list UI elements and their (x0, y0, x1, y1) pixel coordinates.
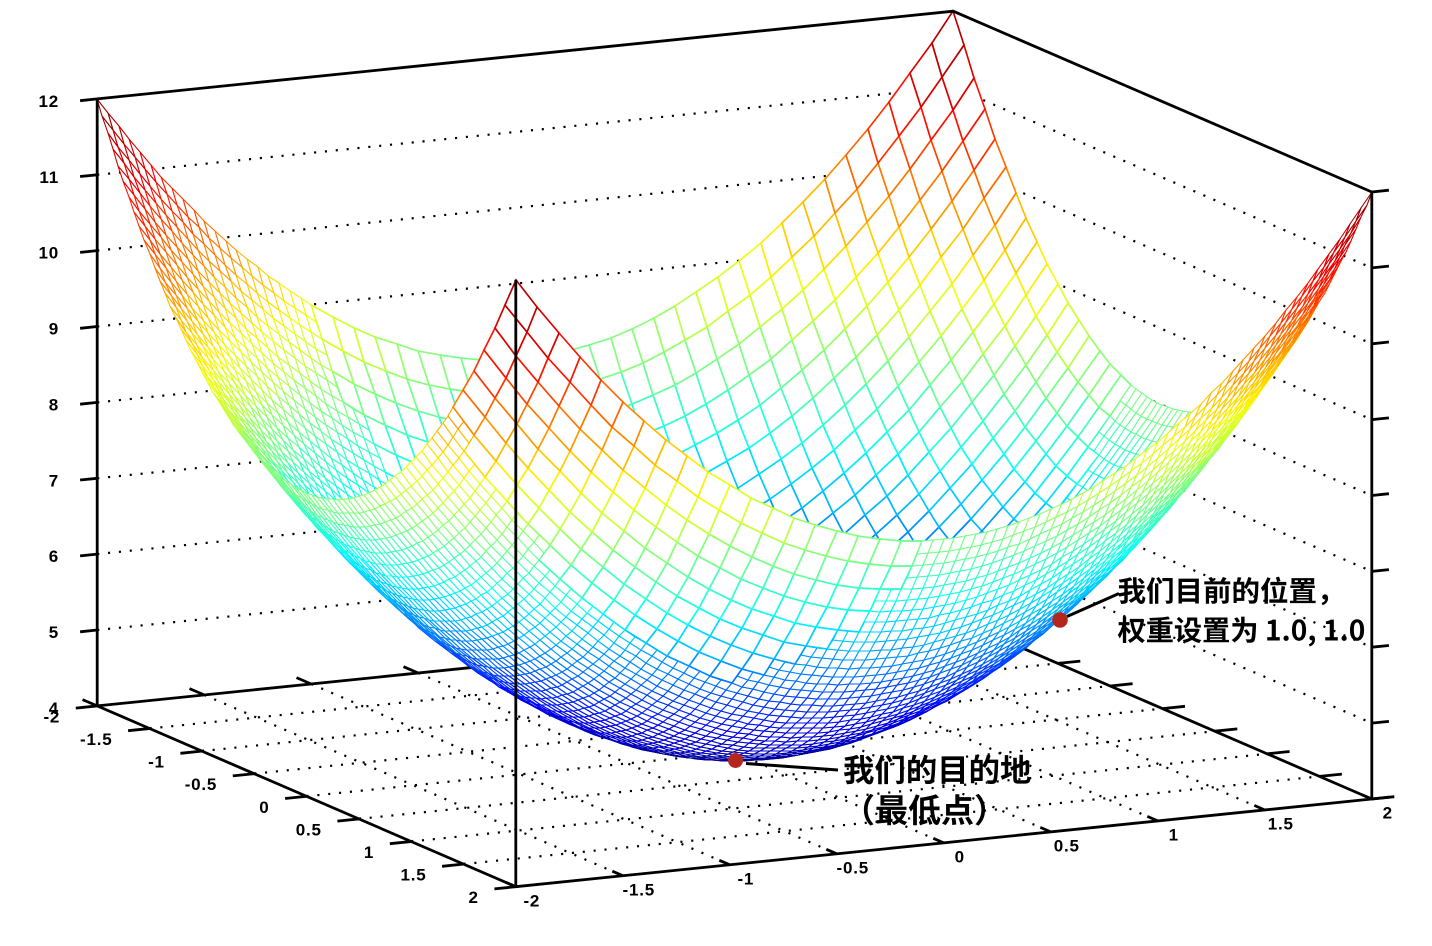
svg-text:-2: -2 (43, 707, 60, 726)
svg-text:0.5: 0.5 (1054, 837, 1080, 856)
svg-text:2: 2 (469, 888, 479, 907)
svg-text:10: 10 (38, 244, 59, 263)
svg-text:1.5: 1.5 (1268, 815, 1294, 834)
svg-text:0.5: 0.5 (296, 820, 322, 839)
svg-text:-1: -1 (737, 869, 754, 888)
svg-text:1: 1 (364, 843, 374, 862)
svg-text:-0.5: -0.5 (185, 775, 218, 794)
svg-text:11: 11 (39, 168, 59, 187)
svg-text:5: 5 (49, 623, 59, 642)
svg-text:1.5: 1.5 (400, 866, 426, 885)
svg-text:12: 12 (38, 92, 59, 111)
svg-text:-1: -1 (148, 753, 165, 772)
svg-text:4: 4 (49, 699, 59, 718)
svg-text:8: 8 (49, 395, 59, 414)
svg-text:1: 1 (1169, 826, 1179, 845)
svg-text:2: 2 (1383, 804, 1393, 823)
svg-text:0: 0 (259, 798, 269, 817)
svg-text:6: 6 (49, 547, 59, 566)
svg-text:-1.5: -1.5 (623, 880, 656, 899)
svg-text:-2: -2 (523, 891, 540, 910)
svg-text:9: 9 (49, 320, 59, 339)
svg-text:7: 7 (49, 471, 59, 490)
svg-text:-1.5: -1.5 (80, 730, 113, 749)
svg-text:0: 0 (955, 848, 965, 867)
svg-text:-0.5: -0.5 (837, 858, 870, 877)
